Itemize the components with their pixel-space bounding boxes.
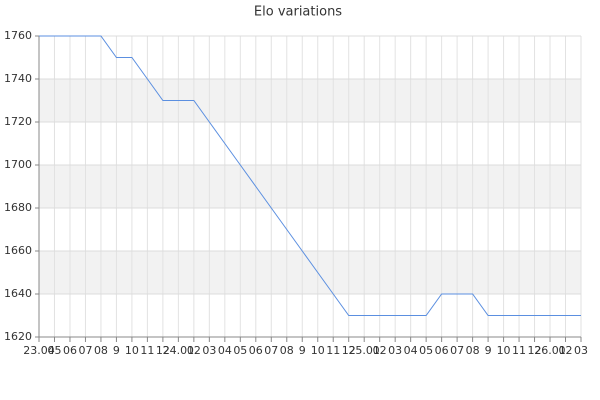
x-tick-label: 12 xyxy=(528,344,542,357)
y-tick-label: 1720 xyxy=(4,115,32,128)
x-tick-label: 07 xyxy=(78,344,92,357)
x-tick-label: 06 xyxy=(63,344,77,357)
x-tick-label: 02 xyxy=(373,344,387,357)
x-tick-label: 04 xyxy=(404,344,418,357)
x-tick-label: 06 xyxy=(435,344,449,357)
x-tick-label: 11 xyxy=(140,344,154,357)
x-tick-label: 07 xyxy=(450,344,464,357)
x-tick-label: 05 xyxy=(419,344,433,357)
x-tick-label: 07 xyxy=(264,344,278,357)
x-tick-label: 02 xyxy=(559,344,573,357)
y-tick-label: 1620 xyxy=(4,330,32,343)
x-tick-label: 24.01 xyxy=(163,344,195,357)
grid-band xyxy=(39,251,581,294)
x-tick-label: 08 xyxy=(466,344,480,357)
x-tick-label: 25.01 xyxy=(348,344,380,357)
x-tick-label: 08 xyxy=(280,344,294,357)
x-tick-label: 26.01 xyxy=(534,344,566,357)
x-tick-label: 9 xyxy=(299,344,306,357)
grid-band xyxy=(39,165,581,208)
y-tick-label: 1740 xyxy=(4,72,32,85)
y-tick-label: 1660 xyxy=(4,244,32,257)
x-tick-label: 05 xyxy=(233,344,247,357)
x-tick-label: 06 xyxy=(249,344,263,357)
x-tick-label: 11 xyxy=(512,344,526,357)
y-tick-label: 1680 xyxy=(4,201,32,214)
x-tick-label: 9 xyxy=(113,344,120,357)
y-tick-label: 1760 xyxy=(4,29,32,42)
x-tick-label: 03 xyxy=(202,344,216,357)
x-tick-label: 11 xyxy=(326,344,340,357)
line xyxy=(39,35,581,316)
x-tick-label: 10 xyxy=(311,344,325,357)
x-tick-label: 05 xyxy=(47,344,61,357)
x-tick-label: 23.04 xyxy=(23,344,55,357)
x-tick-label: 10 xyxy=(497,344,511,357)
x-tick-label: 02 xyxy=(187,344,201,357)
x-tick-label: 08 xyxy=(94,344,108,357)
x-tick-label: 12 xyxy=(156,344,170,357)
grid-band xyxy=(39,79,581,122)
y-tick-label: 1700 xyxy=(4,158,32,171)
x-tick-label: 03 xyxy=(574,344,588,357)
chart-title: Elo variations xyxy=(254,5,342,20)
x-tick-label: 03 xyxy=(388,344,402,357)
x-tick-label: 10 xyxy=(125,344,139,357)
x-tick-label: 04 xyxy=(218,344,232,357)
y-tick-label: 1640 xyxy=(4,287,32,300)
x-tick-label: 9 xyxy=(485,344,492,357)
x-tick-label: 12 xyxy=(342,344,356,357)
